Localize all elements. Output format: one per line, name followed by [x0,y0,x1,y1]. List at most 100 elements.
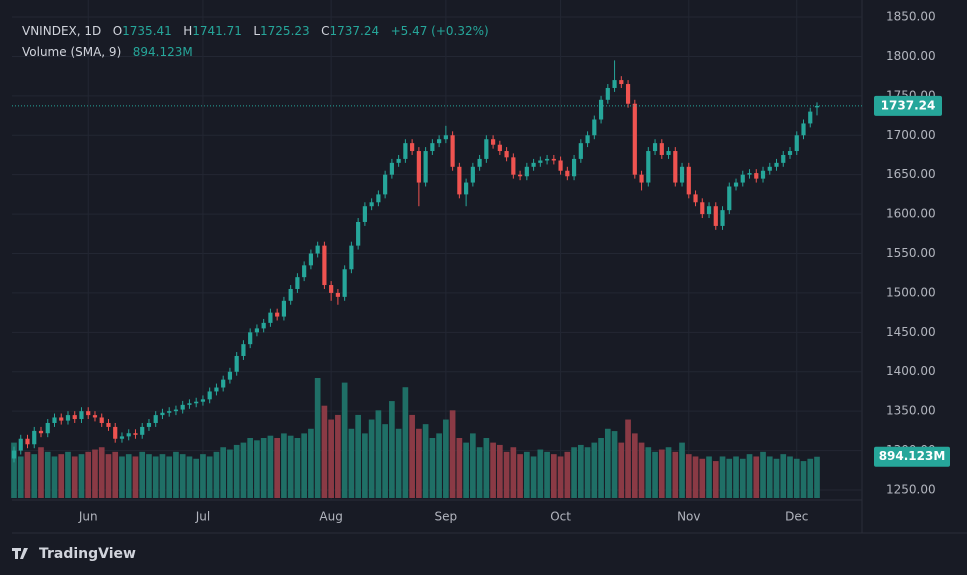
candle-body [814,105,820,108]
volume-bar [186,456,193,498]
candle-body [403,143,408,159]
volume-bar [584,447,591,498]
volume-bar [611,431,618,498]
candle-body [99,417,104,423]
candle-body [396,158,401,163]
volume-bar [618,442,625,498]
volume-bar [200,454,206,498]
candle-body [113,426,118,439]
candle-body [706,206,712,215]
candle-body [254,328,260,333]
volume-bar [132,456,139,498]
candle-body [79,411,84,420]
volume-bar [598,438,604,498]
volume-bar [227,449,233,498]
volume-bar [679,442,685,498]
volume-bar [112,451,119,498]
volume-bar [510,447,517,498]
candle-body [86,411,91,416]
price-label-bg [874,95,942,116]
candle-body [25,438,30,445]
x-tick-label: Nov [677,510,700,524]
symbol[interactable]: VNINDEX, 1D [22,24,102,38]
candle-body [625,84,631,104]
candle-body [679,166,685,183]
volume-bar [402,387,409,498]
candle-body [787,151,793,155]
volume-bar [247,438,254,498]
x-tick-label: Sep [435,510,458,524]
candle-body [268,312,273,323]
candle-body [464,182,469,195]
y-tick-label: 1550.00 [886,246,936,260]
candle-body [119,436,125,439]
volume-bar [470,433,476,498]
volume-bar [773,458,780,498]
volume-bar [766,456,773,498]
volume-name[interactable]: Volume (SMA, 9) [22,45,122,59]
volume-bar [38,447,44,498]
volume-bar [206,456,213,498]
volume-bar [355,414,361,498]
candle-body [146,422,152,427]
volume-bar [260,438,267,498]
volume-bar [787,456,793,498]
ohlc-value: 1737.24 [329,24,380,38]
candle-body [801,123,806,136]
ohlc-label: H [183,24,193,38]
x-tick-label: Dec [785,510,808,524]
candle-body [376,194,381,203]
volume-bar [429,438,436,498]
volume-bar [85,451,92,498]
volume-bar [159,454,166,498]
volume-bar [780,454,787,498]
volume-bar [382,424,388,498]
volume-bar [78,454,85,498]
candle-body [288,288,293,301]
candle-body [470,166,475,183]
volume-label: 894.123M [879,449,946,463]
candle-body [160,412,165,416]
candle-body [632,103,637,175]
brand[interactable]: TradingView [39,546,136,562]
volume-bar [449,410,456,498]
volume-bar [571,447,577,498]
volume-bar [463,442,469,498]
volume-bar [544,451,550,498]
volume-bar [220,447,227,498]
candle-body [538,160,543,163]
x-tick-label: Jul [195,510,210,524]
candle-body [659,143,664,155]
candle-body [349,245,354,270]
candle-body [241,344,246,356]
candle-body [666,151,671,155]
candle-body [491,139,496,145]
candle-body [410,143,415,152]
candle-body [248,332,253,345]
candle-body [295,277,300,289]
volume-bar [422,424,429,498]
candle-body [423,151,428,183]
logo-icon[interactable] [12,548,28,559]
brand-logo[interactable]: TradingView [12,546,136,562]
volume-bar [537,449,544,498]
candle-body [275,312,280,317]
volume-bar [577,444,584,498]
volume-bar [173,451,179,498]
candle-body [92,415,98,418]
candle-body [767,166,772,171]
candle-body [52,417,57,423]
candle-body [38,430,44,434]
volume-bar [233,444,240,498]
volume-bar [341,382,348,498]
volume-bar [254,440,260,498]
candle-body [518,174,523,177]
volume-bar [753,456,760,498]
volume-bar [51,456,58,498]
candle-body [302,265,307,278]
candle-body [153,415,158,423]
volume-bar [557,456,564,498]
candle-body [140,426,145,435]
volume-bar [58,454,65,498]
volume-bar [31,454,38,498]
